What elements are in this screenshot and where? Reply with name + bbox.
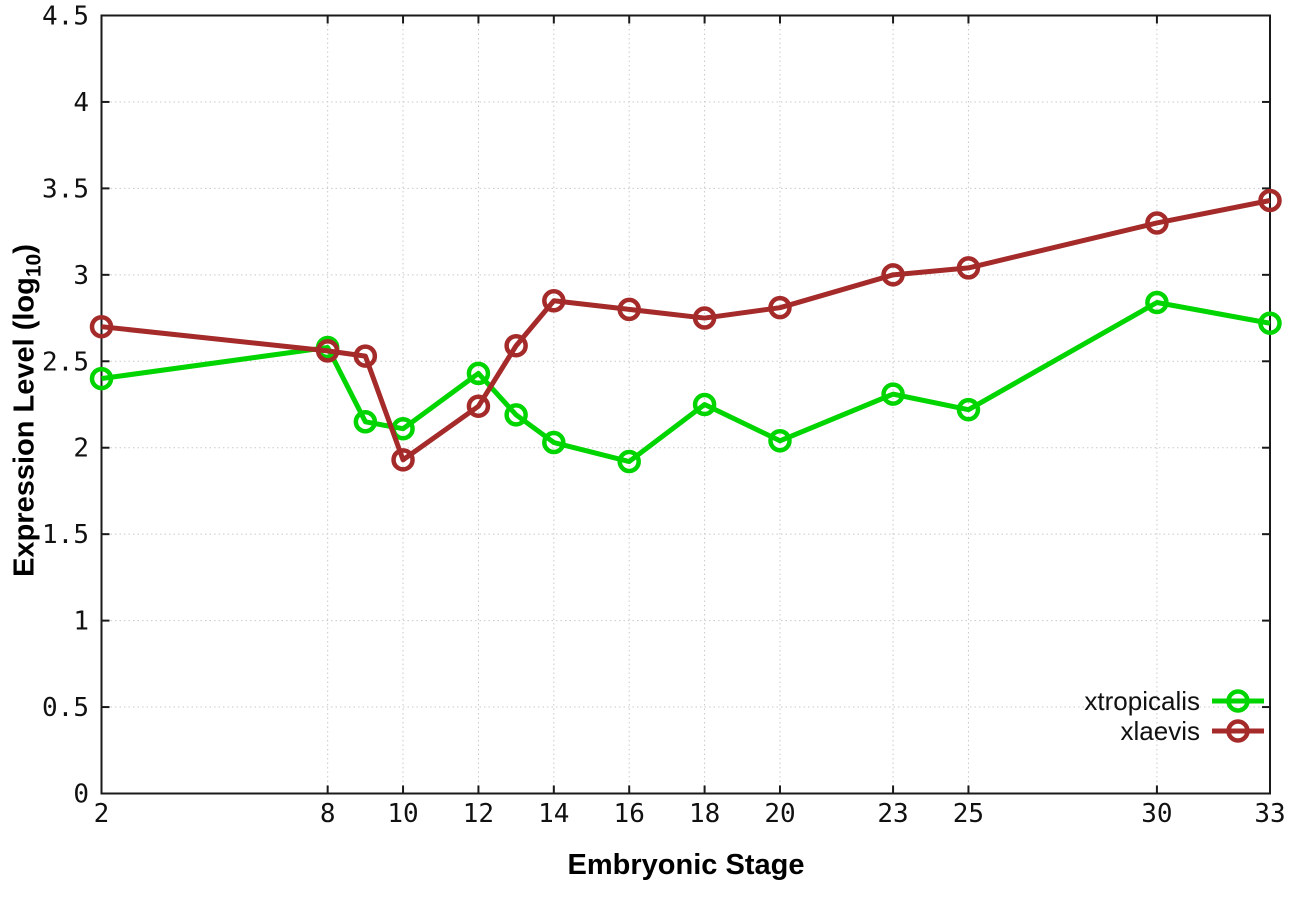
data-point [353, 344, 378, 368]
legend-marker-circle-icon [1212, 689, 1264, 713]
x-tick-label: 14 [538, 799, 569, 829]
data-point [768, 429, 792, 453]
data-point [881, 382, 905, 406]
x-tick-label: 2 [94, 799, 110, 829]
data-point [956, 397, 981, 422]
data-point [768, 295, 792, 320]
data-point [353, 410, 378, 434]
x-tick-label: 12 [463, 799, 494, 829]
y-tick-label: 1 [73, 607, 89, 637]
gridlines [101, 15, 1270, 794]
data-point [1258, 188, 1282, 213]
y-tick-label: 4 [73, 88, 89, 118]
data-point [466, 361, 491, 386]
data-point [881, 263, 905, 287]
data-point [692, 306, 717, 330]
tick-marks [100, 14, 1271, 795]
y-axis-label-suffix: ) [8, 244, 41, 254]
data-point [89, 314, 114, 339]
x-tick-label: 16 [614, 799, 645, 829]
y-tick-label: 4.5 [42, 2, 89, 32]
data-point [1145, 290, 1169, 315]
x-tick-label: 23 [877, 799, 908, 829]
x-tick-label: 20 [764, 799, 795, 829]
y-tick-label: 2.5 [42, 347, 89, 377]
legend-marker-circle-icon [1212, 719, 1264, 743]
data-point [692, 392, 717, 417]
y-tick-label: 3 [73, 261, 89, 291]
x-tick-label: 8 [320, 799, 336, 829]
x-tick-label: 33 [1254, 799, 1285, 829]
series-line-xtropicalis [101, 299, 1271, 465]
x-tick-label: 18 [689, 799, 720, 829]
legend-label: xtropicalis [1084, 686, 1200, 716]
y-tick-label: 0 [73, 780, 89, 810]
plot-border [100, 14, 1271, 795]
y-tick-label: 0.5 [42, 693, 89, 723]
data-point [1145, 211, 1169, 235]
data-point [617, 449, 641, 474]
data-point [542, 289, 566, 313]
x-tick-label: 25 [953, 799, 984, 829]
legend-item-xtropicalis: xtropicalis [1084, 686, 1264, 716]
data-point [466, 394, 491, 418]
x-tick-labels: 2 8 10 12 14 16 18 20 23 25 30 33 [94, 799, 1286, 829]
x-tick-label: 10 [387, 799, 418, 829]
data-point [89, 366, 114, 391]
y-tick-label: 1.5 [42, 520, 89, 550]
data-point [1258, 311, 1282, 335]
data-point [956, 256, 981, 280]
series-xlaevis [89, 188, 1282, 472]
x-tick-label: 30 [1141, 799, 1172, 829]
x-axis-label: Embryonic Stage [567, 849, 805, 881]
y-axis-label-subscript: 10 [22, 253, 46, 278]
y-tick-label: 3.5 [42, 174, 89, 204]
data-point [617, 297, 641, 322]
legend-item-xlaevis: xlaevis [1121, 716, 1264, 746]
series-line-xlaevis [101, 198, 1271, 463]
data-point [542, 430, 566, 455]
y-tick-label: 2 [73, 434, 89, 464]
data-point [391, 448, 415, 472]
y-tick-labels: 0 0.5 1 1.5 2 2.5 3 3.5 4 4.5 [42, 2, 89, 810]
y-axis-label: Expression Level (log10) [8, 225, 46, 597]
legend: xtropicalis xlaevis [1084, 686, 1264, 746]
data-point [504, 403, 528, 427]
series-xtropicalis [89, 290, 1282, 474]
data-point [315, 339, 340, 363]
legend-label: xlaevis [1120, 716, 1200, 746]
y-axis-label-text: Expression Level (log [8, 277, 41, 577]
data-point [504, 333, 528, 358]
